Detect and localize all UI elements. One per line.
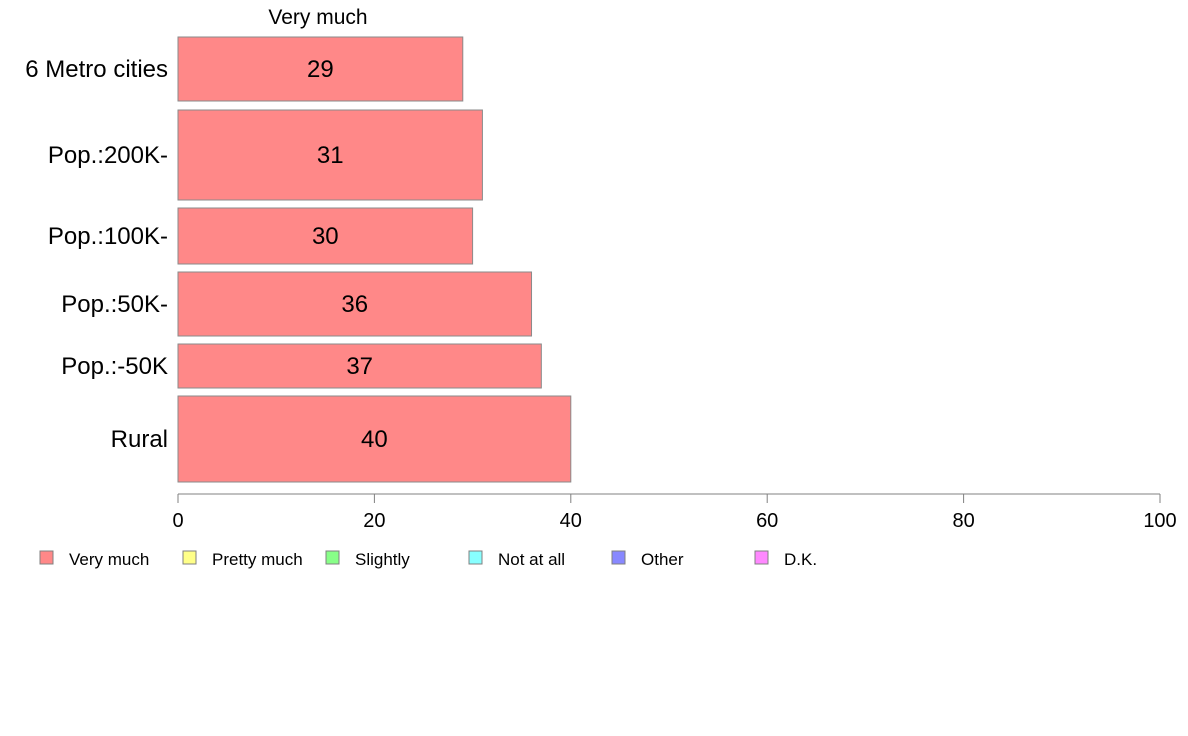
bar-value-label: 29 (307, 56, 334, 83)
legend-swatch (611, 550, 626, 565)
x-tick-label: 20 (363, 510, 385, 532)
bar-value-label: 31 (317, 142, 344, 169)
legend-label: Very much (69, 550, 149, 569)
legend-swatch (182, 550, 197, 565)
x-tick-label: 60 (756, 510, 778, 532)
bar-value-label: 40 (361, 426, 388, 453)
category-label: Pop.:-50K (61, 353, 168, 380)
bar-value-label: 30 (312, 223, 339, 250)
bar (177, 271, 533, 337)
bar-value-label: 36 (341, 291, 368, 318)
category-label: Pop.:50K- (61, 291, 168, 318)
bar (177, 207, 474, 265)
legend-swatch (39, 550, 54, 565)
legend-label: Not at all (498, 550, 565, 569)
x-axis: 0 20 40 60 80 100 (172, 493, 1177, 532)
panel-header: Very much (268, 6, 367, 29)
legend-label: Pretty much (212, 550, 303, 569)
category-label: Pop.:100K- (48, 223, 168, 250)
x-tick-label: 100 (1143, 510, 1176, 532)
legend: Very much Pretty much Slightly Not at all Ot… (39, 550, 817, 569)
bar (177, 109, 483, 201)
legend-label: Other (641, 550, 684, 569)
legend-label: D.K. (784, 550, 817, 569)
legend-swatch (325, 550, 340, 565)
x-tick-label: 80 (952, 510, 974, 532)
category-label: Rural (111, 426, 168, 453)
legend-swatch (468, 550, 483, 565)
bar (177, 395, 572, 483)
x-tick-label: 40 (560, 510, 582, 532)
bar (177, 343, 542, 389)
legend-label: Slightly (355, 550, 410, 569)
bars: 6 Metro cities 29 Pop.:200K- 31 Pop.:100K- 30… (25, 36, 572, 483)
legend-swatch (754, 550, 769, 565)
bar-value-label: 37 (346, 353, 373, 380)
x-tick-label: 0 (172, 510, 183, 532)
category-label: Pop.:200K- (48, 142, 168, 169)
bar (177, 36, 464, 102)
category-label: 6 Metro cities (25, 56, 168, 83)
